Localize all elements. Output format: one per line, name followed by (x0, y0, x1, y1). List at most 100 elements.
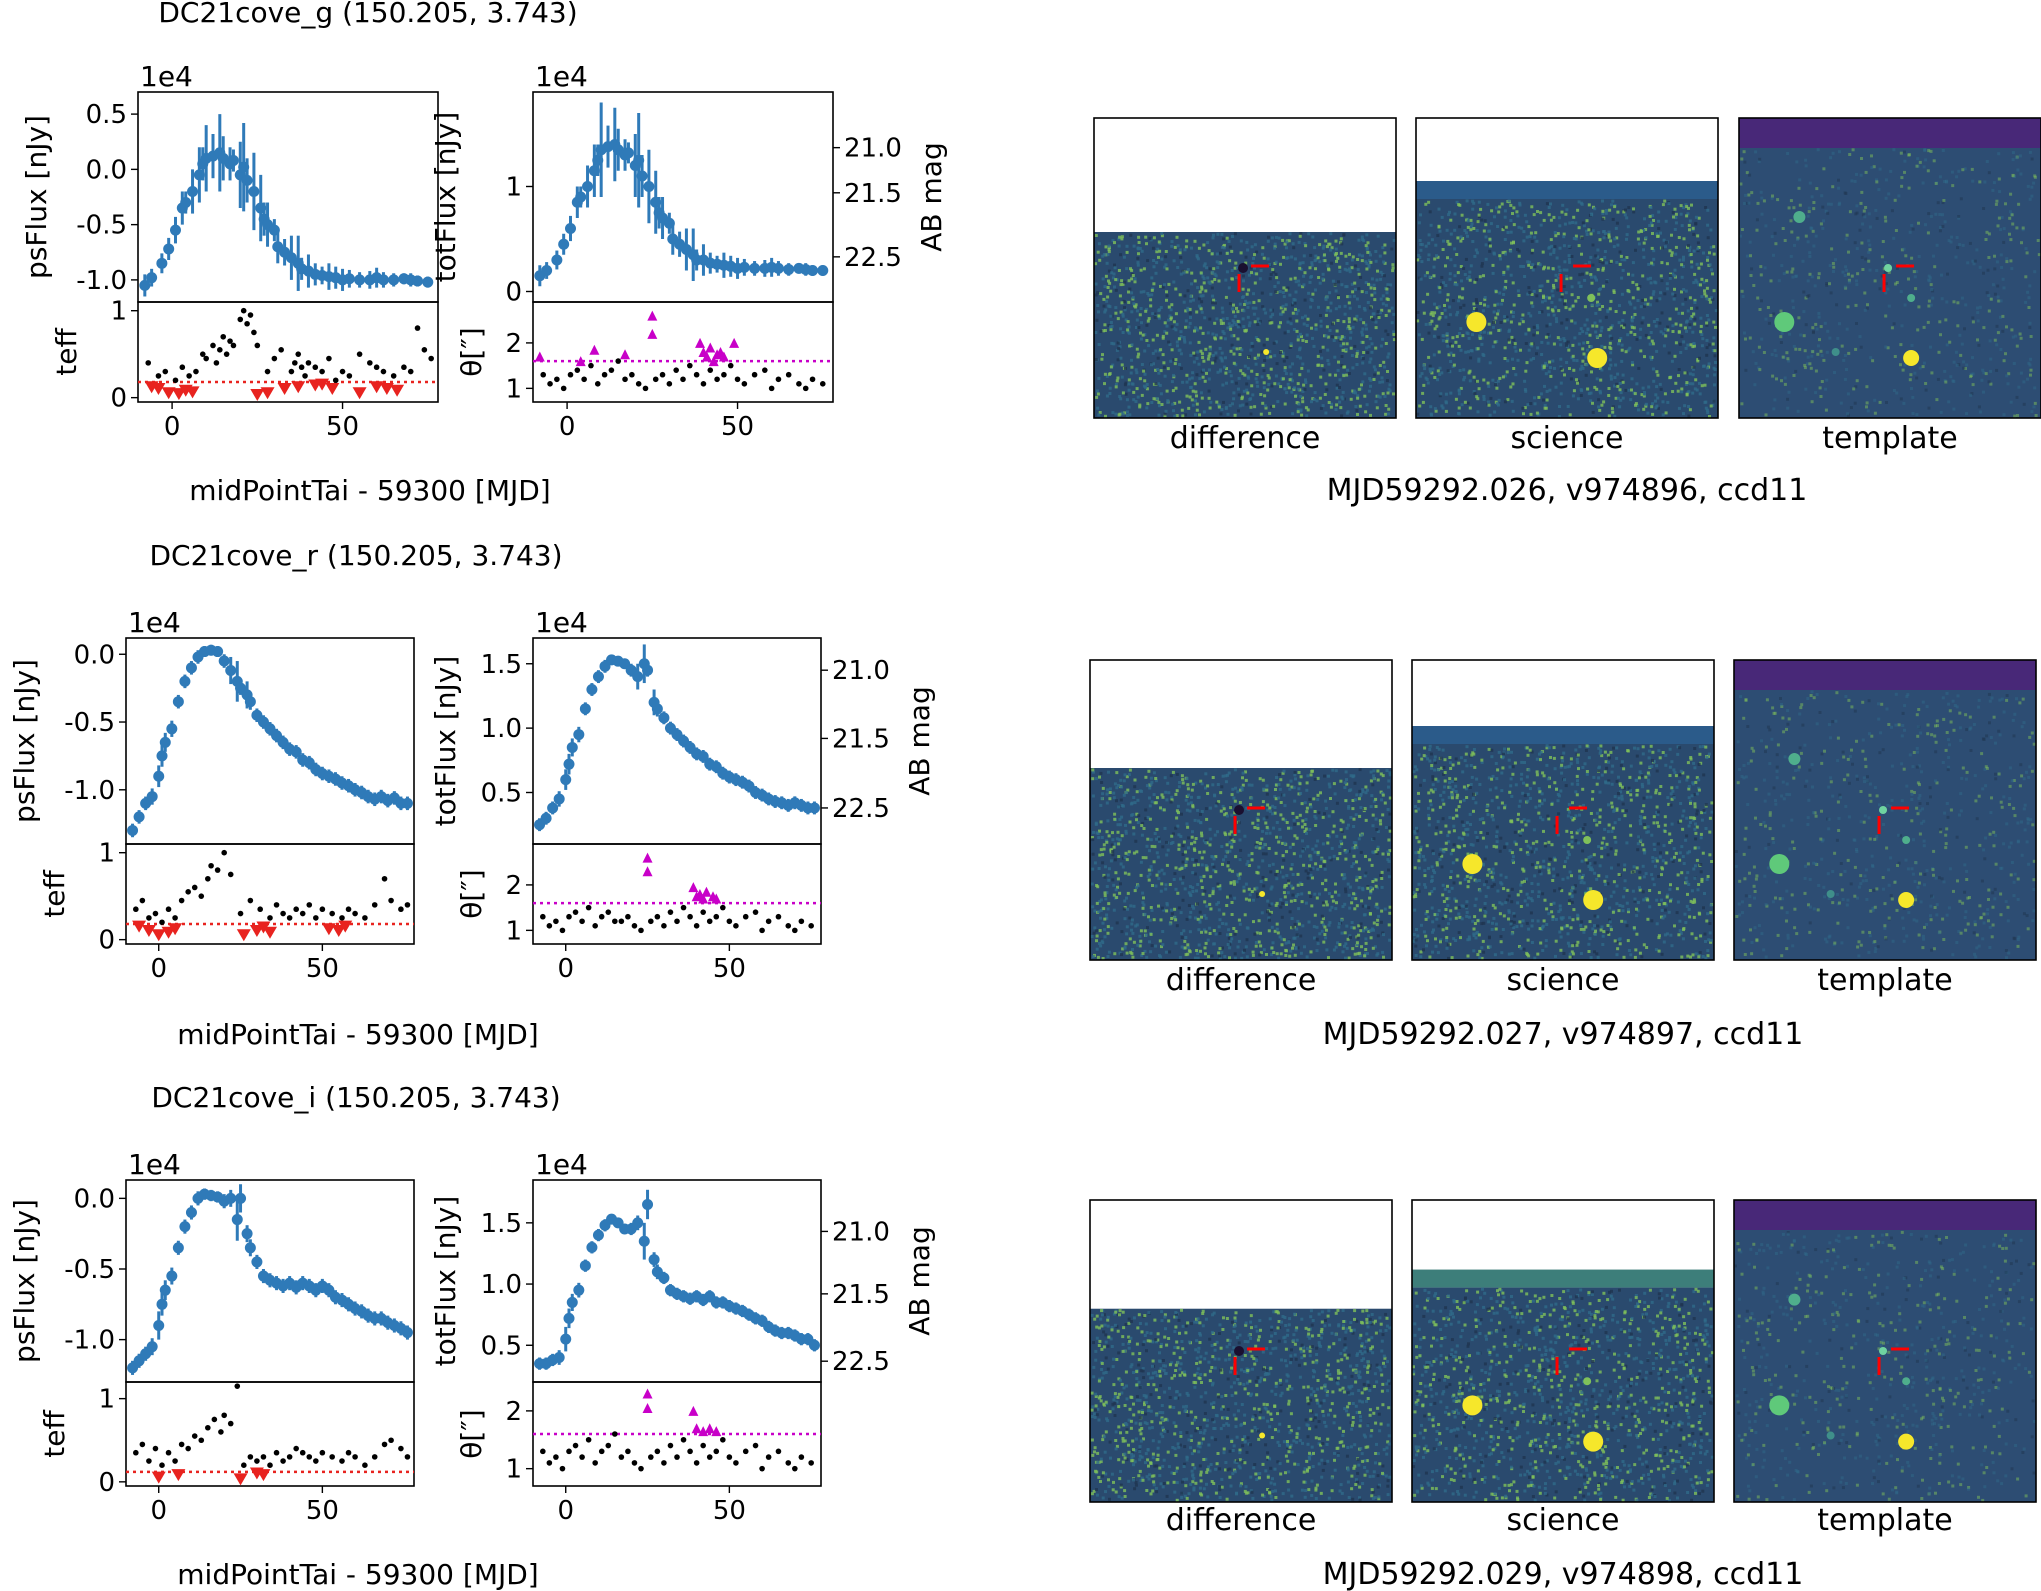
noise-pixel (1417, 333, 1421, 337)
noise-pixel (1344, 254, 1348, 258)
noise-pixel (1548, 322, 1552, 326)
noise-pixel (1789, 219, 1793, 223)
noise-pixel (1987, 232, 1991, 236)
noise-pixel (1177, 843, 1181, 847)
noise-pixel (1224, 407, 1228, 411)
noise-pixel (1424, 322, 1428, 326)
noise-pixel (1670, 233, 1673, 237)
noise-pixel (1854, 385, 1858, 389)
noise-pixel (1217, 403, 1221, 407)
noise-pixel (1345, 373, 1349, 377)
noise-pixel (1305, 414, 1309, 418)
noise-pixel (1647, 262, 1651, 266)
noise-pixel (1472, 201, 1476, 205)
y-tick-label: -0.5 (64, 708, 115, 738)
noise-pixel (1944, 318, 1948, 322)
noise-pixel (1293, 276, 1297, 280)
noise-pixel (1211, 889, 1215, 893)
noise-pixel (1291, 925, 1295, 929)
noise-pixel (1281, 875, 1285, 879)
noise-pixel (1199, 307, 1203, 311)
noise-pixel (1220, 951, 1224, 955)
noise-pixel (1330, 246, 1334, 250)
noise-pixel (1466, 314, 1470, 318)
noise-pixel (1253, 266, 1256, 270)
noise-pixel (1231, 402, 1234, 406)
faint-source (1263, 349, 1270, 355)
noise-pixel (1520, 317, 1524, 321)
y-tick-label: 1 (505, 374, 522, 404)
noise-pixel (1477, 215, 1481, 219)
noise-pixel (1420, 260, 1424, 264)
noise-pixel (1387, 868, 1390, 872)
noise-pixel (1221, 330, 1225, 334)
noise-pixel (1785, 351, 1789, 355)
noise-pixel (1419, 248, 1423, 252)
noise-pixel (1298, 348, 1302, 352)
noise-pixel (1117, 269, 1121, 272)
noise-pixel (1269, 292, 1273, 296)
noise-pixel (1463, 229, 1467, 232)
noise-pixel (1854, 303, 1858, 307)
noise-pixel (1149, 298, 1153, 302)
teff-point (306, 902, 313, 908)
teff-point (319, 368, 325, 375)
noise-pixel (1970, 167, 1974, 171)
noise-pixel (1584, 373, 1588, 377)
noise-pixel (1853, 179, 1857, 183)
noise-pixel (1695, 280, 1699, 284)
noise-pixel (1288, 787, 1292, 791)
upper-limit-marker (263, 926, 277, 939)
noise-pixel (1203, 946, 1207, 950)
noise-pixel (1303, 298, 1307, 302)
noise-pixel (1838, 322, 1841, 326)
noise-pixel (1619, 391, 1623, 395)
noise-pixel (1293, 770, 1297, 774)
noise-pixel (1602, 400, 1606, 404)
noise-pixel (1479, 207, 1483, 211)
noise-pixel (1674, 221, 1678, 225)
noise-pixel (1702, 364, 1706, 368)
noise-pixel (1646, 411, 1650, 415)
noise-pixel (1282, 255, 1286, 259)
noise-pixel (1216, 783, 1220, 786)
noise-pixel (1804, 164, 1808, 168)
noise-pixel (1234, 261, 1238, 265)
noise-pixel (1820, 194, 1824, 198)
noise-pixel (1182, 300, 1186, 304)
noise-pixel (1966, 261, 1970, 265)
noise-pixel (1194, 837, 1198, 840)
noise-pixel (1630, 377, 1634, 381)
noise-pixel (1269, 272, 1273, 276)
noise-pixel (1178, 251, 1182, 255)
noise-pixel (1597, 398, 1601, 402)
data-point (541, 265, 553, 276)
noise-pixel (1845, 368, 1848, 371)
noise-pixel (1899, 290, 1903, 294)
noise-pixel (1880, 255, 1884, 259)
noise-pixel (1562, 285, 1566, 288)
noise-pixel (1678, 342, 1682, 346)
noise-pixel (1762, 199, 1766, 203)
noise-pixel (1432, 334, 1436, 338)
noise-pixel (1994, 202, 1998, 206)
noise-pixel (1941, 201, 1945, 205)
noise-pixel (1704, 406, 1708, 410)
noise-pixel (1802, 310, 1806, 314)
noise-pixel (1233, 266, 1237, 270)
noise-pixel (1191, 371, 1195, 375)
noise-pixel (1132, 940, 1136, 944)
noise-pixel (1742, 150, 1746, 154)
noise-pixel (1708, 263, 1712, 267)
noise-pixel (1598, 333, 1602, 337)
noise-pixel (1364, 260, 1368, 264)
noise-pixel (1519, 348, 1522, 352)
noise-pixel (1457, 299, 1461, 303)
noise-pixel (1511, 212, 1514, 215)
noise-pixel (1570, 293, 1574, 297)
noise-pixel (1969, 375, 1973, 379)
noise-pixel (1507, 340, 1511, 344)
theta-point (768, 385, 775, 392)
noise-pixel (1101, 254, 1105, 258)
noise-pixel (1136, 263, 1140, 267)
